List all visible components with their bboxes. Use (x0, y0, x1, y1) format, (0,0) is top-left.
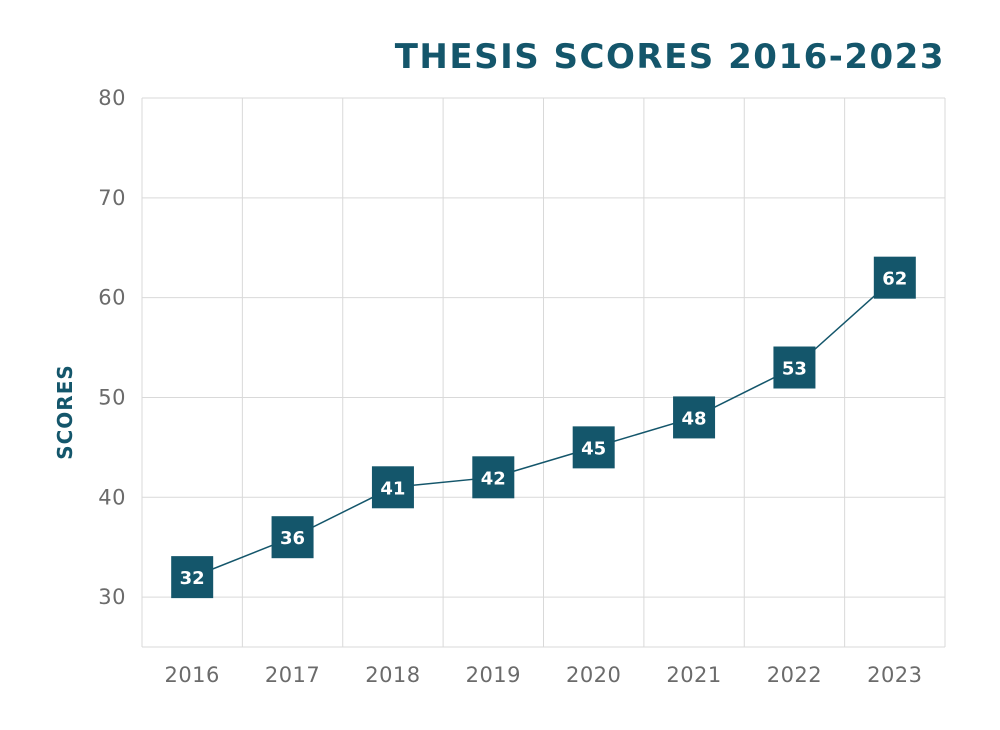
chart-title: THESIS SCORES 2016-2023 (395, 37, 945, 77)
grid (141, 97, 946, 648)
x-axis-ticks: 2016 2017 2018 2019 2020 2021 2022 2023 (164, 663, 922, 687)
y-tick-label: 30 (98, 585, 126, 609)
data-label: 32 (180, 568, 205, 589)
x-tick-label: 2016 (164, 663, 219, 687)
y-axis-label: SCORES (53, 364, 77, 460)
data-label: 41 (380, 478, 405, 499)
x-tick-label: 2017 (265, 663, 320, 687)
data-label: 36 (280, 528, 305, 549)
x-tick-label: 2018 (365, 663, 420, 687)
data-point-marker (371, 466, 414, 509)
data-markers: 32 36 41 42 45 48 53 62 (171, 256, 916, 599)
x-tick-label: 2023 (867, 663, 922, 687)
x-tick-label: 2020 (566, 663, 621, 687)
data-point-marker (271, 516, 314, 559)
data-point-marker (472, 456, 515, 499)
data-point-marker (673, 396, 716, 439)
x-tick-label: 2022 (767, 663, 822, 687)
data-label: 53 (782, 359, 807, 380)
y-tick-label: 80 (98, 86, 126, 110)
y-tick-label: 70 (98, 186, 126, 210)
data-label: 62 (882, 269, 907, 290)
data-point-marker (572, 426, 615, 469)
data-point-marker (773, 346, 816, 389)
data-label: 48 (682, 408, 707, 429)
data-label: 45 (581, 438, 606, 459)
y-tick-label: 40 (98, 485, 126, 509)
x-tick-label: 2019 (466, 663, 521, 687)
data-point-marker (171, 556, 214, 599)
x-tick-label: 2021 (666, 663, 721, 687)
y-tick-label: 50 (98, 385, 126, 409)
data-point-marker (873, 256, 916, 299)
y-tick-label: 60 (98, 286, 126, 310)
data-label: 42 (481, 468, 506, 489)
y-axis-ticks: 30 40 50 60 70 80 (98, 86, 126, 609)
